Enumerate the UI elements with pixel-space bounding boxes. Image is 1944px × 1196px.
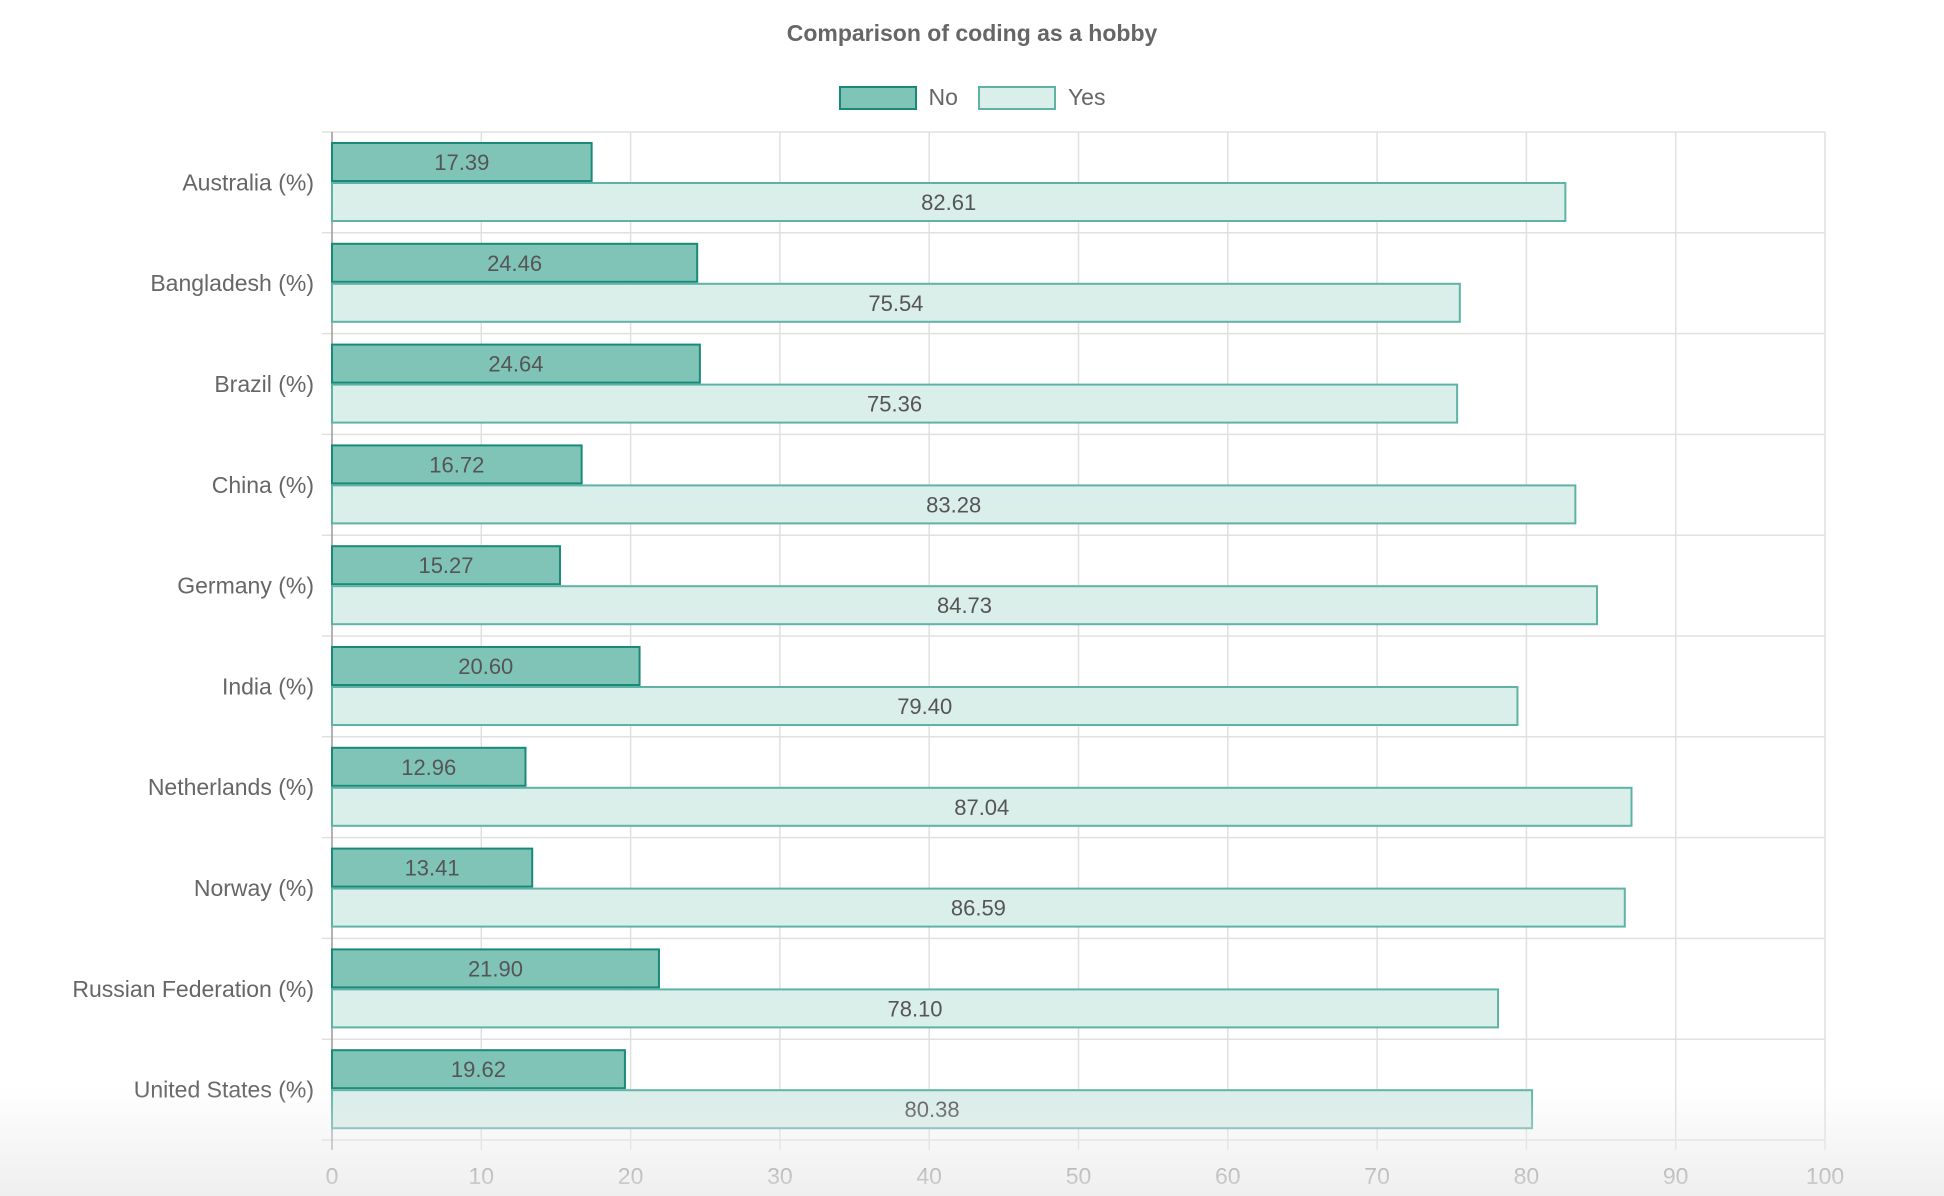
data-label: 79.40 xyxy=(897,694,952,719)
bar-yes xyxy=(331,282,1461,323)
bar-no xyxy=(331,343,701,384)
data-label: 13.41 xyxy=(405,856,460,881)
bar-no xyxy=(331,545,561,586)
legend-item-no[interactable]: No xyxy=(838,84,958,111)
bar-no xyxy=(331,1049,626,1090)
data-label: 24.64 xyxy=(488,352,543,377)
x-tick-label: 80 xyxy=(1514,1163,1540,1189)
data-label: 19.62 xyxy=(451,1057,506,1082)
x-tick-label: 0 xyxy=(326,1163,339,1189)
bar-yes xyxy=(331,484,1577,525)
chart-title: Comparison of coding as a hobby xyxy=(786,20,1158,46)
category-label: China (%) xyxy=(212,472,314,498)
data-label: 82.61 xyxy=(921,190,976,215)
data-label: 21.90 xyxy=(468,956,523,981)
x-tick-label: 90 xyxy=(1663,1163,1689,1189)
bar-yes xyxy=(331,383,1459,424)
category-label: Norway (%) xyxy=(194,875,314,901)
data-label: 75.54 xyxy=(868,291,923,316)
x-tick-label: 10 xyxy=(469,1163,495,1189)
bar-no xyxy=(331,242,699,283)
category-label: Bangladesh (%) xyxy=(150,270,314,296)
x-tick-label: 30 xyxy=(767,1163,793,1189)
legend-item-yes[interactable]: Yes xyxy=(977,84,1106,111)
legend-swatch-yes xyxy=(977,85,1056,110)
bar-yes xyxy=(331,988,1500,1029)
data-label: 12.96 xyxy=(401,755,456,780)
x-tick-label: 60 xyxy=(1215,1163,1241,1189)
data-label: 86.59 xyxy=(951,896,1006,921)
x-tick-label: 70 xyxy=(1364,1163,1390,1189)
legend-label-yes: Yes xyxy=(1067,84,1106,110)
bar-no xyxy=(331,746,527,787)
category-label: Brazil (%) xyxy=(214,371,314,397)
data-label: 15.27 xyxy=(418,553,473,578)
data-label: 16.72 xyxy=(429,452,484,477)
legend: No Yes xyxy=(0,84,1944,111)
category-label: United States (%) xyxy=(134,1077,314,1103)
bar-yes xyxy=(331,887,1626,928)
data-label: 24.46 xyxy=(487,251,542,276)
bar-yes xyxy=(331,182,1567,222)
data-label: 84.73 xyxy=(937,593,992,618)
bar-yes xyxy=(331,686,1519,726)
category-label: Australia (%) xyxy=(182,169,314,195)
data-label: 75.36 xyxy=(867,392,922,417)
data-label: 20.60 xyxy=(458,654,513,679)
bar-yes xyxy=(331,585,1599,626)
data-label: 78.10 xyxy=(887,996,942,1021)
data-label: 87.04 xyxy=(954,795,1009,820)
bar-yes xyxy=(331,786,1633,827)
x-tick-label: 100 xyxy=(1806,1163,1844,1189)
legend-swatch-no xyxy=(838,85,917,110)
x-tick-label: 50 xyxy=(1066,1163,1092,1189)
category-label: Russian Federation (%) xyxy=(72,976,314,1002)
bar-no xyxy=(331,444,583,485)
data-label: 17.39 xyxy=(434,150,489,175)
category-label: India (%) xyxy=(222,673,314,699)
bar-no xyxy=(331,142,593,182)
bar-no xyxy=(331,646,641,686)
x-tick-label: 40 xyxy=(916,1163,942,1189)
category-label: Germany (%) xyxy=(177,573,314,599)
legend-label-no: No xyxy=(928,84,958,110)
category-label: Netherlands (%) xyxy=(148,774,314,800)
x-tick-label: 20 xyxy=(618,1163,644,1189)
bar-no xyxy=(331,948,660,989)
bar-no xyxy=(331,847,534,888)
data-label: 80.38 xyxy=(905,1097,960,1122)
data-label: 83.28 xyxy=(926,492,981,517)
